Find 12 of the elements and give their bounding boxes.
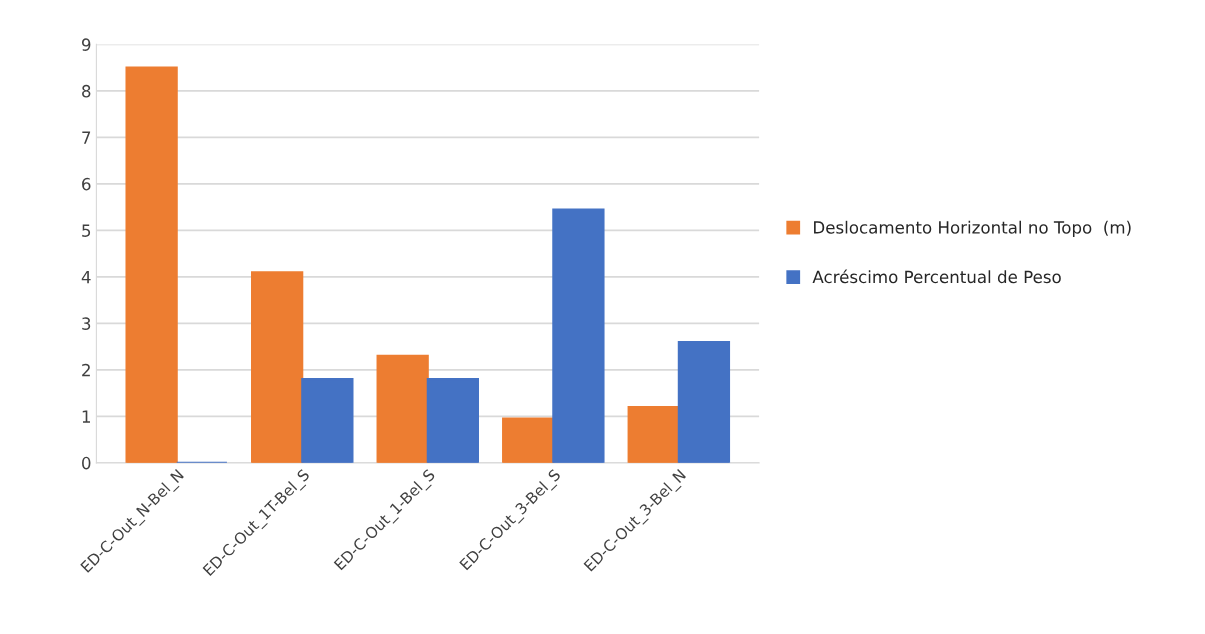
legend-label: Acréscimo Percentual de Peso — [812, 269, 1061, 284]
legend-label: Deslocamento Horizontal no Topo (m) — [814, 220, 1131, 237]
y-tick-label: 4 — [81, 271, 91, 284]
y-tick-label: 5 — [82, 224, 91, 237]
y-tick-label: 9 — [81, 38, 91, 51]
y-tick-label: 1 — [82, 410, 90, 423]
y-tick-label: 3 — [82, 317, 91, 330]
y-tick-label: 6 — [82, 177, 91, 191]
y-tick-label: 2 — [82, 363, 90, 377]
y-tick-label: 0 — [82, 456, 91, 470]
y-tick-label: 8 — [82, 84, 91, 98]
y-tick-label: 7 — [82, 131, 91, 144]
